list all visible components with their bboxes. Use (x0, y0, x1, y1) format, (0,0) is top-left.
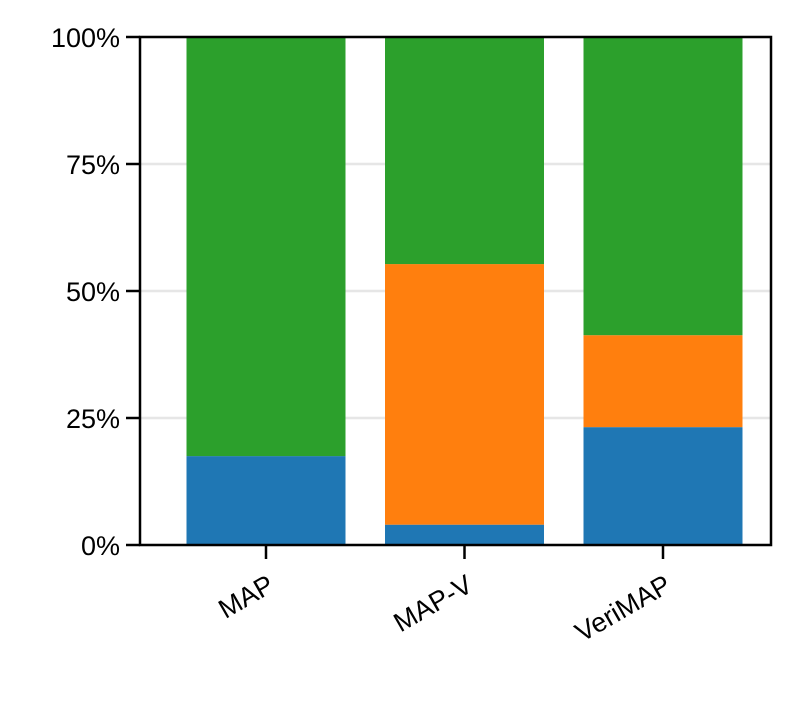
y-tick-label: 25% (66, 404, 120, 434)
y-tick-label: 0% (81, 531, 120, 561)
x-tick-label: VeriMAP (570, 569, 676, 648)
bar-segment (583, 335, 743, 428)
bar-segment (583, 37, 743, 336)
x-tick-label: MAP (213, 569, 279, 624)
x-tick-label: MAP-V (388, 569, 477, 638)
bar-segment (385, 37, 544, 265)
y-tick-label: 50% (66, 277, 120, 307)
bar-segment (385, 524, 544, 545)
plot-frame (138, 35, 773, 547)
y-tick-label: 75% (66, 150, 120, 180)
bar-segment (186, 37, 346, 457)
bar-segment (385, 264, 544, 525)
bar-segment (186, 456, 346, 545)
bar-segment (583, 427, 743, 545)
y-tick-label: 100% (51, 23, 120, 53)
